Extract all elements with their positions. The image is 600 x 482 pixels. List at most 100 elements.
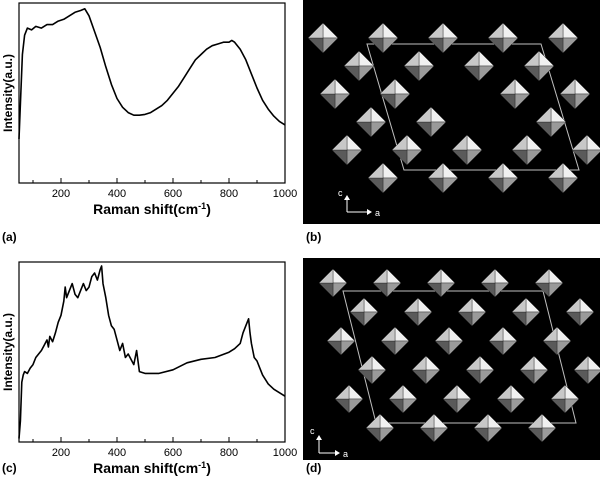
octahedron-face-d — [380, 340, 396, 356]
octahedron-face-d — [573, 369, 589, 385]
octahedron-face-d — [565, 297, 581, 313]
octahedron-face-b — [451, 134, 468, 151]
x-tick-label-c: 200 — [52, 447, 70, 459]
octahedron-face-b — [478, 65, 495, 82]
octahedron-face-d — [357, 355, 373, 371]
octahedron-face-b — [403, 65, 420, 82]
octahedron-face-b — [415, 121, 432, 138]
octahedron-face-d — [527, 427, 543, 443]
octahedron-face-b — [463, 65, 480, 82]
octahedron-face-d — [510, 384, 526, 400]
chart-c: 200 400 600 800 1000 Raman shift(cm-1) Intensi… — [1, 261, 297, 476]
octahedron-face-d — [587, 369, 600, 385]
panel-label-b: (b) — [306, 230, 322, 244]
octahedron-face-b — [418, 65, 435, 82]
octahedron-face-d — [403, 297, 419, 313]
chart-a: 200 400 600 800 1000 Raman shift(cm-1) Intensi… — [1, 2, 297, 217]
octahedron-face-b — [367, 177, 384, 194]
octahedron-face-d — [511, 311, 527, 327]
x-tick-label-c: 600 — [164, 447, 182, 459]
octahedron-face-d — [363, 311, 379, 327]
octahedron-face-b — [367, 37, 384, 54]
octahedron-face-b — [451, 149, 468, 166]
octahedron-face-d — [433, 413, 449, 429]
octahedron-face-d — [388, 384, 404, 400]
octahedron-face-b — [334, 78, 351, 95]
octahedron-face-b — [571, 149, 588, 166]
octahedron-face-d — [448, 340, 464, 356]
octahedron-face-d — [487, 427, 503, 443]
octahedra-b — [307, 22, 600, 194]
octahedron-face-b — [391, 134, 408, 151]
x-axis-label-a: Raman shift(cm-1) — [93, 201, 211, 217]
octahedron-face-d — [334, 398, 350, 414]
panel-label-a: (a) — [2, 230, 17, 244]
octahedron-face-b — [346, 149, 363, 166]
octahedron-face-b — [466, 134, 483, 151]
octahedron-face-d — [502, 340, 518, 356]
octahedron-face-b — [526, 149, 543, 166]
octahedron-face-d — [527, 413, 543, 429]
octahedron-face-d — [533, 355, 549, 371]
octahedron-face-d — [480, 282, 496, 298]
octahedron-face-b — [514, 93, 531, 110]
octahedron-face-d — [411, 355, 427, 371]
octahedron-face-b — [562, 22, 579, 39]
crystal-structure-d: c a — [303, 258, 600, 460]
octahedron-face-d — [479, 369, 495, 385]
octahedron-face-b — [502, 177, 519, 194]
octahedron-face-d — [425, 369, 441, 385]
octahedron-face-d — [471, 297, 487, 313]
octahedron-face-d — [457, 311, 473, 327]
octahedron-face-d — [394, 340, 410, 356]
octahedron-face-d — [519, 369, 535, 385]
octahedron-face-d — [334, 384, 350, 400]
octahedron-face-b — [502, 37, 519, 54]
x-tick-label-c: 800 — [220, 447, 238, 459]
axis-icon-b — [344, 195, 372, 215]
octahedron-face-d — [496, 398, 512, 414]
axis-label-c-d: c — [310, 426, 315, 436]
octahedron-face-b — [343, 65, 360, 82]
crystal-structure-b: c a — [303, 0, 600, 224]
octahedron-face-d — [394, 326, 410, 342]
octahedron-face-d — [434, 326, 450, 342]
x-tick-label-c: 1000 — [273, 447, 297, 459]
x-tick-label-a: 800 — [220, 188, 238, 200]
unit-cell-d — [342, 290, 577, 424]
octahedron-face-b — [427, 162, 444, 179]
octahedron-face-d — [550, 398, 566, 414]
octahedron-face-d — [442, 398, 458, 414]
octahedron-face-d — [426, 282, 442, 298]
axis-label-c-b: c — [338, 188, 343, 198]
octahedron-face-b — [487, 177, 504, 194]
octahedron-face-b — [430, 121, 447, 138]
octahedron-face-b — [478, 50, 495, 67]
panel-label-c: (c) — [2, 461, 17, 475]
octahedron-face-d — [548, 268, 564, 284]
octahedron-face-b — [586, 149, 600, 166]
octahedron-face-b — [406, 134, 423, 151]
octahedron-face-b — [574, 93, 591, 110]
octahedron-face-d — [332, 282, 348, 298]
axis-label-a-d: a — [343, 449, 348, 459]
octahedron-face-b — [562, 37, 579, 54]
x-tick-label-a: 600 — [164, 188, 182, 200]
octahedron-face-d — [411, 369, 427, 385]
octahedron-face-b — [547, 177, 564, 194]
octahedron-face-b — [547, 37, 564, 54]
octahedron-face-b — [526, 134, 543, 151]
octahedron-face-b — [346, 134, 363, 151]
octahedron-face-d — [425, 355, 441, 371]
octahedron-face-d — [541, 427, 557, 443]
octahedron-face-d — [386, 282, 402, 298]
octahedron-face-b — [367, 162, 384, 179]
octahedron-face-b — [382, 37, 399, 54]
octahedron-face-d — [579, 311, 595, 327]
octahedron-face-d — [496, 384, 512, 400]
octahedron-face-d — [318, 282, 334, 298]
octahedron-face-d — [511, 297, 527, 313]
octahedron-face-b — [511, 134, 528, 151]
octahedron-face-d — [332, 268, 348, 284]
